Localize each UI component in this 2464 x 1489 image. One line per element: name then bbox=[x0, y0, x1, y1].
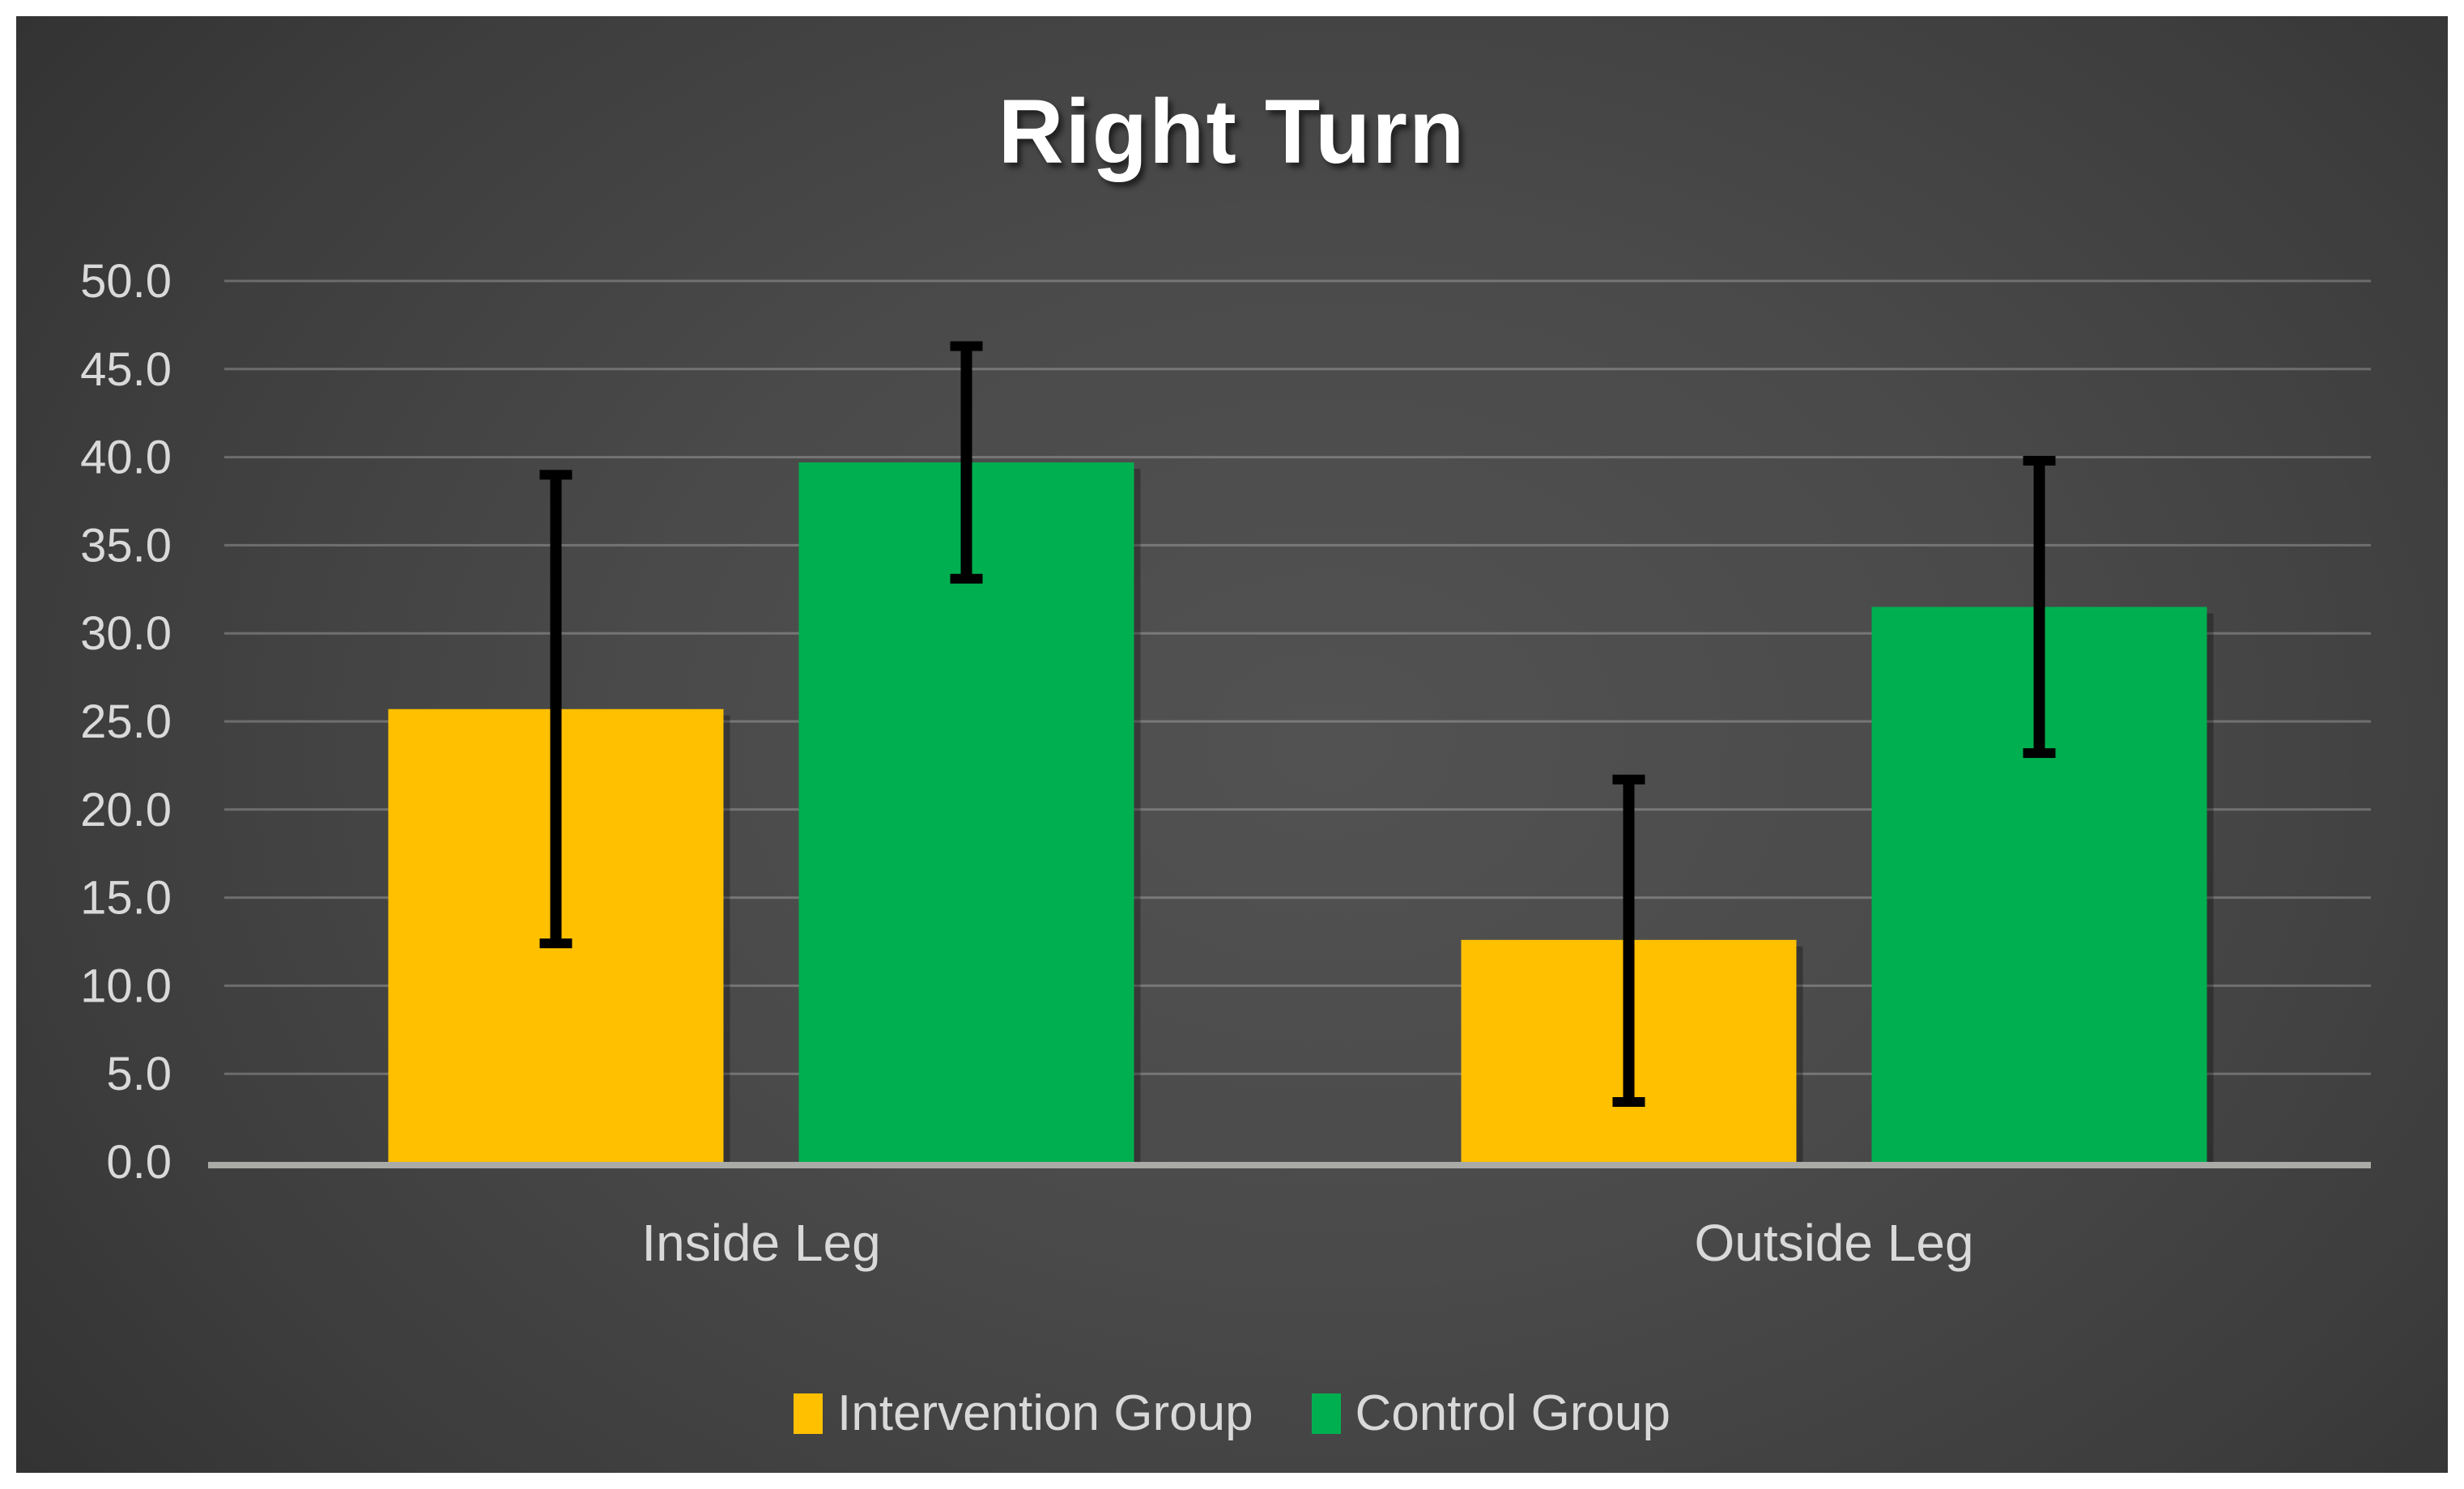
y-tick-label: 15.0 bbox=[80, 872, 172, 925]
y-tick-label: 50.0 bbox=[80, 255, 172, 308]
y-tick-label: 20.0 bbox=[80, 784, 172, 836]
legend-item-intervention: Intervention Group bbox=[794, 1385, 1253, 1442]
y-tick-label: 30.0 bbox=[80, 607, 172, 660]
legend-swatch-control-icon bbox=[1311, 1393, 1341, 1434]
legend-label-control: Control Group bbox=[1355, 1385, 1670, 1441]
legend: Intervention Group Control Group bbox=[16, 1385, 2448, 1442]
legend-swatch-intervention-icon bbox=[794, 1393, 823, 1434]
y-tick-label: 25.0 bbox=[80, 696, 172, 748]
legend-item-control: Control Group bbox=[1311, 1385, 1670, 1442]
category-label-inside-leg: Inside Leg bbox=[641, 1214, 881, 1272]
y-tick-label: 10.0 bbox=[80, 959, 172, 1012]
y-tick-label: 35.0 bbox=[80, 519, 172, 572]
y-tick-label: 45.0 bbox=[80, 343, 172, 396]
category-label-outside-leg: Outside Leg bbox=[1694, 1214, 1974, 1272]
y-tick-label: 40.0 bbox=[80, 432, 172, 484]
legend-label-intervention: Intervention Group bbox=[837, 1385, 1253, 1441]
chart-canvas: Right Turn 0.0 5.0 10.0 15.0 20.0 25.0 30.0 35.… bbox=[16, 16, 2448, 1473]
y-tick-label: 5.0 bbox=[106, 1048, 172, 1100]
bar-plot: 0.0 5.0 10.0 15.0 20.0 25.0 30.0 35.0 40.0 45.0 50… bbox=[80, 255, 2371, 1189]
y-tick-label: 0.0 bbox=[106, 1136, 172, 1189]
chart-title: Right Turn bbox=[998, 81, 1466, 182]
